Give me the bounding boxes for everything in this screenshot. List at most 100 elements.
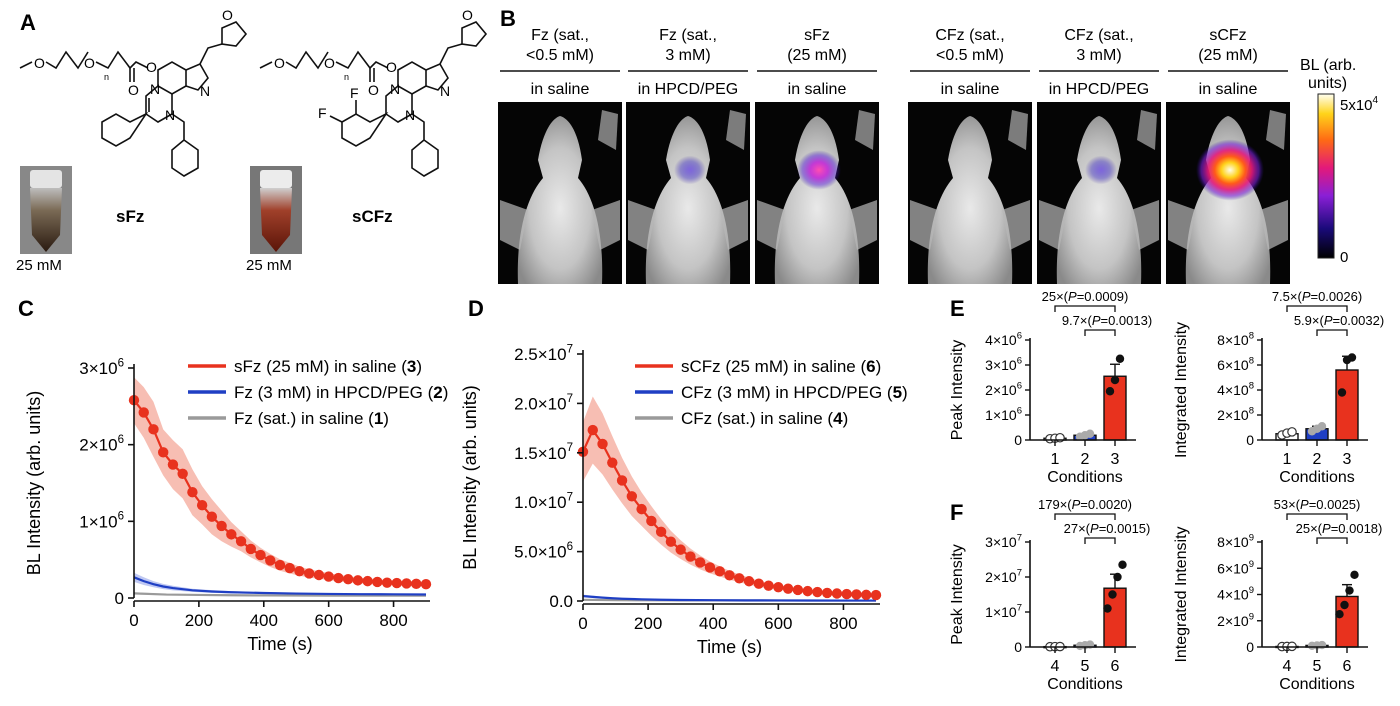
data-point [265,555,276,566]
scfz-atom-o3: O [368,82,379,98]
y-tick-label: 0 [1014,639,1022,655]
p-value: =0.0032) [1332,313,1384,328]
y-tick-label: 2.0×107 [514,393,573,414]
mouse-panel-5: CFz (sat., 3 mM) in HPCD/PEG [1037,27,1161,284]
y-tick-label: 6×108 [1217,356,1254,373]
y-axis-title: Integrated Intensity [1173,526,1190,662]
data-point [587,424,598,436]
y-tick-label: 0 [1014,432,1022,448]
y-tick-label-base: 1×10 [985,604,1017,620]
y-tick-label: 2.5×107 [514,343,573,364]
x-tick-label: 600 [764,614,792,633]
replicate-point [1118,560,1127,569]
x-tick-label: 4 [1283,658,1292,675]
chart-e-integrated: 1 2 302×1084×1086×1088×108ConditionsIntegr… [1173,289,1384,486]
vehicle-label: in saline [1199,81,1258,98]
y-tick-label-exp: 6 [1017,381,1022,392]
data-point [226,529,237,540]
vial-photo-scfz [250,166,302,254]
y-tick-label-base: 0.0 [549,592,573,611]
x-tick-label: 4 [1051,658,1060,675]
y-tick-label-base: 2.5×10 [514,345,566,364]
y-tick-label-exp: 8 [1249,356,1254,367]
legend-num: 2 [433,383,442,402]
x-tick-label: 1 [1051,451,1060,468]
replicate-point [1287,427,1297,437]
y-axis-title: BL Intensity (arb. units) [24,391,44,575]
bar [1335,369,1359,441]
data-point [216,520,227,532]
y-tick-label-base: 1.0×10 [514,493,566,512]
x-tick-label: 600 [314,611,342,630]
significance-bracket [1286,305,1348,312]
vehicle-label: in HPCD/PEG [1049,81,1149,98]
tape-strip [855,110,875,150]
mouse-left-paw [500,200,528,250]
data-point [284,562,295,574]
tape-strip [1137,110,1157,150]
p-symbol: P [1090,521,1099,536]
data-point [870,589,882,601]
sfz-structure [19,21,248,177]
bar [1103,375,1127,441]
y-tick-label-base: 2×10 [1217,613,1249,629]
x-tick-label: 1 [1283,451,1292,468]
y-tick-label-base: 3×10 [985,534,1017,550]
y-tick-label-exp: 6 [567,541,573,553]
data-point [655,526,667,538]
data-point [636,503,647,515]
bioluminescence-signal [674,155,706,185]
x-tick-label: 200 [634,614,662,633]
y-tick-label-exp: 9 [1249,559,1254,570]
mouse-title-line2: <0.5 mM) [936,47,1004,64]
fold-change: 53×( [1274,497,1301,512]
legend-close: ) [902,383,908,402]
mouse-title-line1: Fz (sat., [659,27,717,44]
x-tick-label: 3 [1111,451,1120,468]
data-point [695,557,706,568]
data-point [841,588,852,600]
data-point [401,578,412,589]
significance-label: 9.7×(P=0.0013) [1062,313,1152,328]
data-point [313,569,325,581]
legend-close: ) [843,409,849,428]
mouse-panel-3: sFz (25 mM) in saline [755,27,879,284]
colorbar-title-1: BL (arb. [1300,57,1356,74]
replicate-point [1115,354,1125,363]
data-point [206,511,218,522]
x-axis-title: Conditions [1279,469,1355,486]
significance-bracket [1084,329,1116,336]
legend-close: ) [443,383,449,402]
y-tick-label-base: 4×10 [1217,382,1249,398]
mouse-right-paw [849,200,877,250]
scfz-atom-o5: O [462,7,473,23]
mouse-title-line2: 3 mM) [665,47,710,64]
p-symbol: P [1300,497,1309,512]
data-point [372,576,383,588]
legend-text: sFz (25 mM) in saline ( [234,357,407,376]
x-axis-title: Conditions [1047,676,1123,693]
sfz-atom-n-sub: n [104,72,109,82]
sfz-atom-o2: O [84,55,95,71]
legend-close: ) [416,357,422,376]
legend-text: CFz (sat.) in saline ( [681,409,833,428]
series-line [133,576,427,596]
data-point [861,589,872,601]
legend-num: 6 [866,357,875,376]
mouse-title-line2: (25 mM) [1198,47,1258,64]
y-tick-label: 2×108 [1217,406,1254,423]
y-tick-label-exp: 6 [1017,356,1022,367]
significance-bracket [1316,329,1348,336]
y-tick-label: 0 [1246,639,1254,655]
fold-change: 25×( [1296,521,1323,536]
mouse-panel-2: Fz (sat., 3 mM) in HPCD/PEG [626,27,750,284]
vehicle-label: in saline [788,81,847,98]
significance-label: 27×(P=0.0015) [1064,521,1151,536]
y-tick-label-base: 2×10 [79,436,117,455]
legend-close: ) [383,409,389,428]
significance-label: 7.5×(P=0.0026) [1272,289,1362,304]
data-point [148,424,159,435]
vial-label-sfz: 25 mM [16,257,62,274]
